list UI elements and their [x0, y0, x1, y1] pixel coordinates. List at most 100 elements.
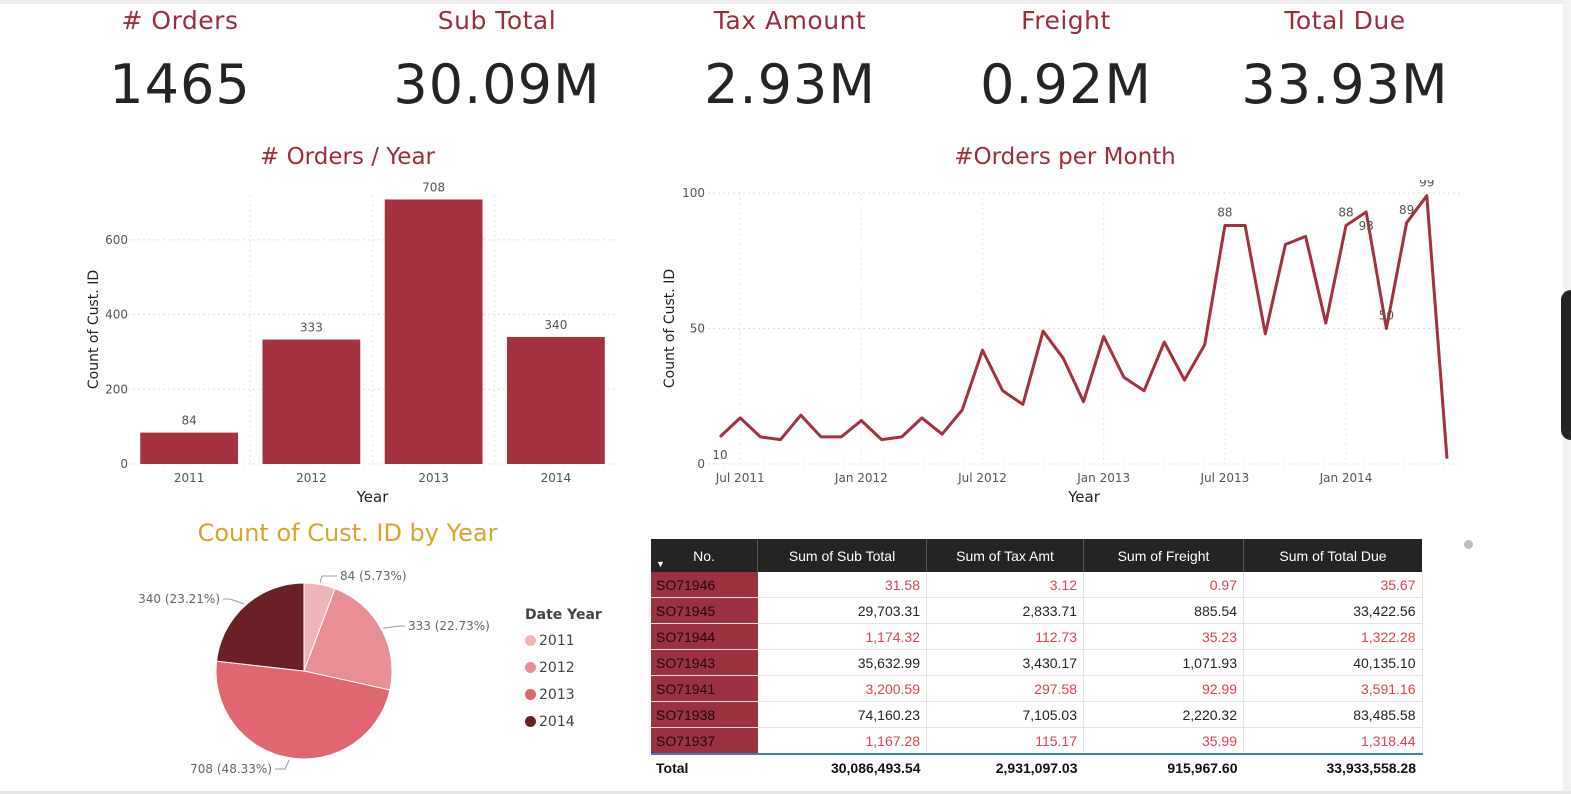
value-cell: 1,174.32: [757, 623, 927, 650]
x-tick-label: Jan 2013: [1076, 471, 1130, 485]
table-row[interactable]: SO71946 31.58 3.12 0.97 35.67: [651, 572, 1423, 598]
kpi-label: Freight: [1021, 6, 1111, 35]
column-header-tax-amt[interactable]: Sum of Tax Amt: [926, 539, 1084, 572]
table-row[interactable]: SO71941 3,200.59 297.58 92.99 3,591.16: [651, 675, 1423, 702]
value-cell: 1,071.93: [1083, 649, 1244, 676]
value-cell: 115.17: [926, 727, 1084, 755]
value-cell: 1,167.28: [757, 727, 927, 755]
pie-slice-2014: [216, 582, 305, 672]
x-tick-label: 2014: [541, 471, 572, 485]
table-header-row: No. ▼ Sum of Sub Total Sum of Tax Amt Sum…: [651, 539, 1422, 572]
kpi-label: Tax Amount: [713, 6, 867, 35]
kpi-value: 2.93M: [704, 53, 876, 116]
y-tick-label: 100: [682, 186, 705, 200]
line-data-label: 50: [1379, 309, 1394, 323]
line-data-label: 99: [1419, 180, 1434, 190]
table-row[interactable]: SO71938 74,160.23 7,105.03 2,220.32 83,485.5…: [651, 701, 1423, 728]
kpi-card-total-due[interactable]: Total Due 33.93M: [1195, 4, 1495, 116]
legend-item-2011[interactable]: 2011: [525, 627, 602, 654]
order-number-cell: SO71941: [651, 675, 758, 702]
y-tick-label: 200: [105, 382, 128, 396]
x-tick-label: 2013: [418, 471, 449, 485]
line-chart[interactable]: 0 50 100 Jul 2011 Jan 2012 Jul 2012 Jan 2013 Ju…: [640, 180, 1470, 510]
pie-slice-2013: [215, 660, 391, 760]
value-cell: 35,632.99: [757, 649, 927, 676]
table-row[interactable]: SO71937 1,167.28 115.17 35.99 1,318.44: [651, 727, 1423, 755]
x-axis-title: Year: [356, 488, 390, 506]
pie-chart[interactable]: 84 (5.73%) 333 (22.73%) 708 (48.33%) 340 (2…: [0, 555, 520, 791]
kpi-card-sub-total[interactable]: Sub Total 30.09M: [347, 4, 647, 116]
pie-leader-line: [319, 575, 337, 583]
value-cell: 33,422.56: [1243, 597, 1423, 624]
bar-2011: [140, 432, 239, 464]
table-row[interactable]: SO71943 35,632.99 3,430.17 1,071.93 40,135.1…: [651, 649, 1423, 676]
x-tick-label: Jan 2014: [1319, 471, 1373, 485]
sort-down-icon[interactable]: ▼: [656, 559, 665, 569]
value-cell: 3.12: [926, 572, 1084, 598]
legend-label: 2014: [539, 713, 575, 730]
value-cell: 3,591.16: [1243, 675, 1423, 702]
column-header-freight[interactable]: Sum of Freight: [1083, 539, 1244, 572]
value-cell: 35.67: [1243, 572, 1423, 598]
legend-item-2013[interactable]: 2013: [525, 681, 602, 708]
more-options-dot-icon[interactable]: [1464, 540, 1473, 549]
legend-item-2014[interactable]: 2014: [525, 708, 602, 735]
legend-label: 2011: [539, 632, 575, 649]
value-cell: 74,160.23: [757, 701, 927, 728]
pie-slice-2012: [303, 588, 393, 691]
bar-chart-title: # Orders / Year: [260, 144, 435, 170]
scrollbar-thumb[interactable]: [1561, 290, 1571, 440]
table-row[interactable]: SO71945 29,703.31 2,833.71 885.54 33,422.56: [651, 597, 1423, 624]
column-header-sub-total[interactable]: Sum of Sub Total: [757, 539, 927, 572]
pie-data-label: 708 (48.33%): [190, 762, 272, 776]
kpi-card-orders[interactable]: # Orders 1465: [30, 4, 330, 116]
kpi-value: 0.92M: [980, 53, 1152, 116]
x-tick-label: Jul 2011: [715, 471, 765, 485]
y-tick-label: 50: [690, 322, 705, 336]
x-tick-label: Jan 2012: [834, 471, 888, 485]
pie-chart-title: Count of Cust. ID by Year: [197, 519, 498, 547]
order-number-cell: SO71943: [651, 649, 758, 676]
value-cell: 0.97: [1083, 572, 1244, 598]
orders-table: No. ▼ Sum of Sub Total Sum of Tax Amt Sum…: [651, 539, 1423, 781]
total-value: 33,933,558.28: [1243, 753, 1422, 781]
order-number-cell: SO71944: [651, 623, 758, 650]
table-total-row: Total 30,086,493.54 2,931,097.03 915,967.60…: [651, 753, 1422, 781]
bar-data-label: 340: [544, 318, 567, 332]
bar-data-label: 708: [422, 180, 445, 194]
legend-label: 2013: [539, 686, 575, 703]
x-tick-label: Jul 2012: [957, 471, 1007, 485]
legend-dot-icon: [525, 662, 536, 673]
kpi-label: Total Due: [1284, 6, 1406, 35]
bar-data-label: 84: [181, 414, 196, 428]
x-tick-label: 2012: [296, 471, 327, 485]
legend-item-2012[interactable]: 2012: [525, 654, 602, 681]
bar-2014: [506, 336, 605, 464]
order-number-cell: SO71937: [651, 727, 758, 755]
x-tick-label: Jul 2013: [1199, 471, 1249, 485]
legend-dot-icon: [525, 716, 536, 727]
column-header-total-due[interactable]: Sum of Total Due: [1243, 539, 1422, 572]
total-value: 2,931,097.03: [926, 753, 1084, 781]
kpi-card-freight[interactable]: Freight 0.92M: [916, 4, 1216, 116]
x-axis-title: Year: [1067, 488, 1101, 506]
value-cell: 2,833.71: [926, 597, 1084, 624]
total-value: 30,086,493.54: [757, 753, 927, 781]
kpi-card-tax-amount[interactable]: Tax Amount 2.93M: [640, 4, 940, 116]
pie-legend: Date Year 2011 2012 2013 2014: [525, 607, 602, 735]
line-data-label: 10: [712, 448, 727, 462]
bar-2012: [262, 339, 361, 464]
value-cell: 31.58: [757, 572, 927, 598]
table-row[interactable]: SO71944 1,174.32 112.73 35.23 1,322.28: [651, 623, 1423, 650]
kpi-label: Sub Total: [437, 6, 557, 35]
value-cell: 29,703.31: [757, 597, 927, 624]
line-data-label: 88: [1338, 206, 1353, 220]
bar-chart[interactable]: 0 200 400 600 84 2011 333 2012 708 2013 340 2014 Yea…: [0, 180, 640, 510]
value-cell: 297.58: [926, 675, 1084, 702]
kpi-value: 33.93M: [1241, 53, 1449, 116]
legend-dot-icon: [525, 635, 536, 646]
kpi-value: 1465: [109, 53, 251, 116]
kpi-label: # Orders: [121, 6, 239, 35]
column-header-no[interactable]: No. ▼: [651, 539, 758, 572]
total-label: Total: [651, 753, 758, 781]
